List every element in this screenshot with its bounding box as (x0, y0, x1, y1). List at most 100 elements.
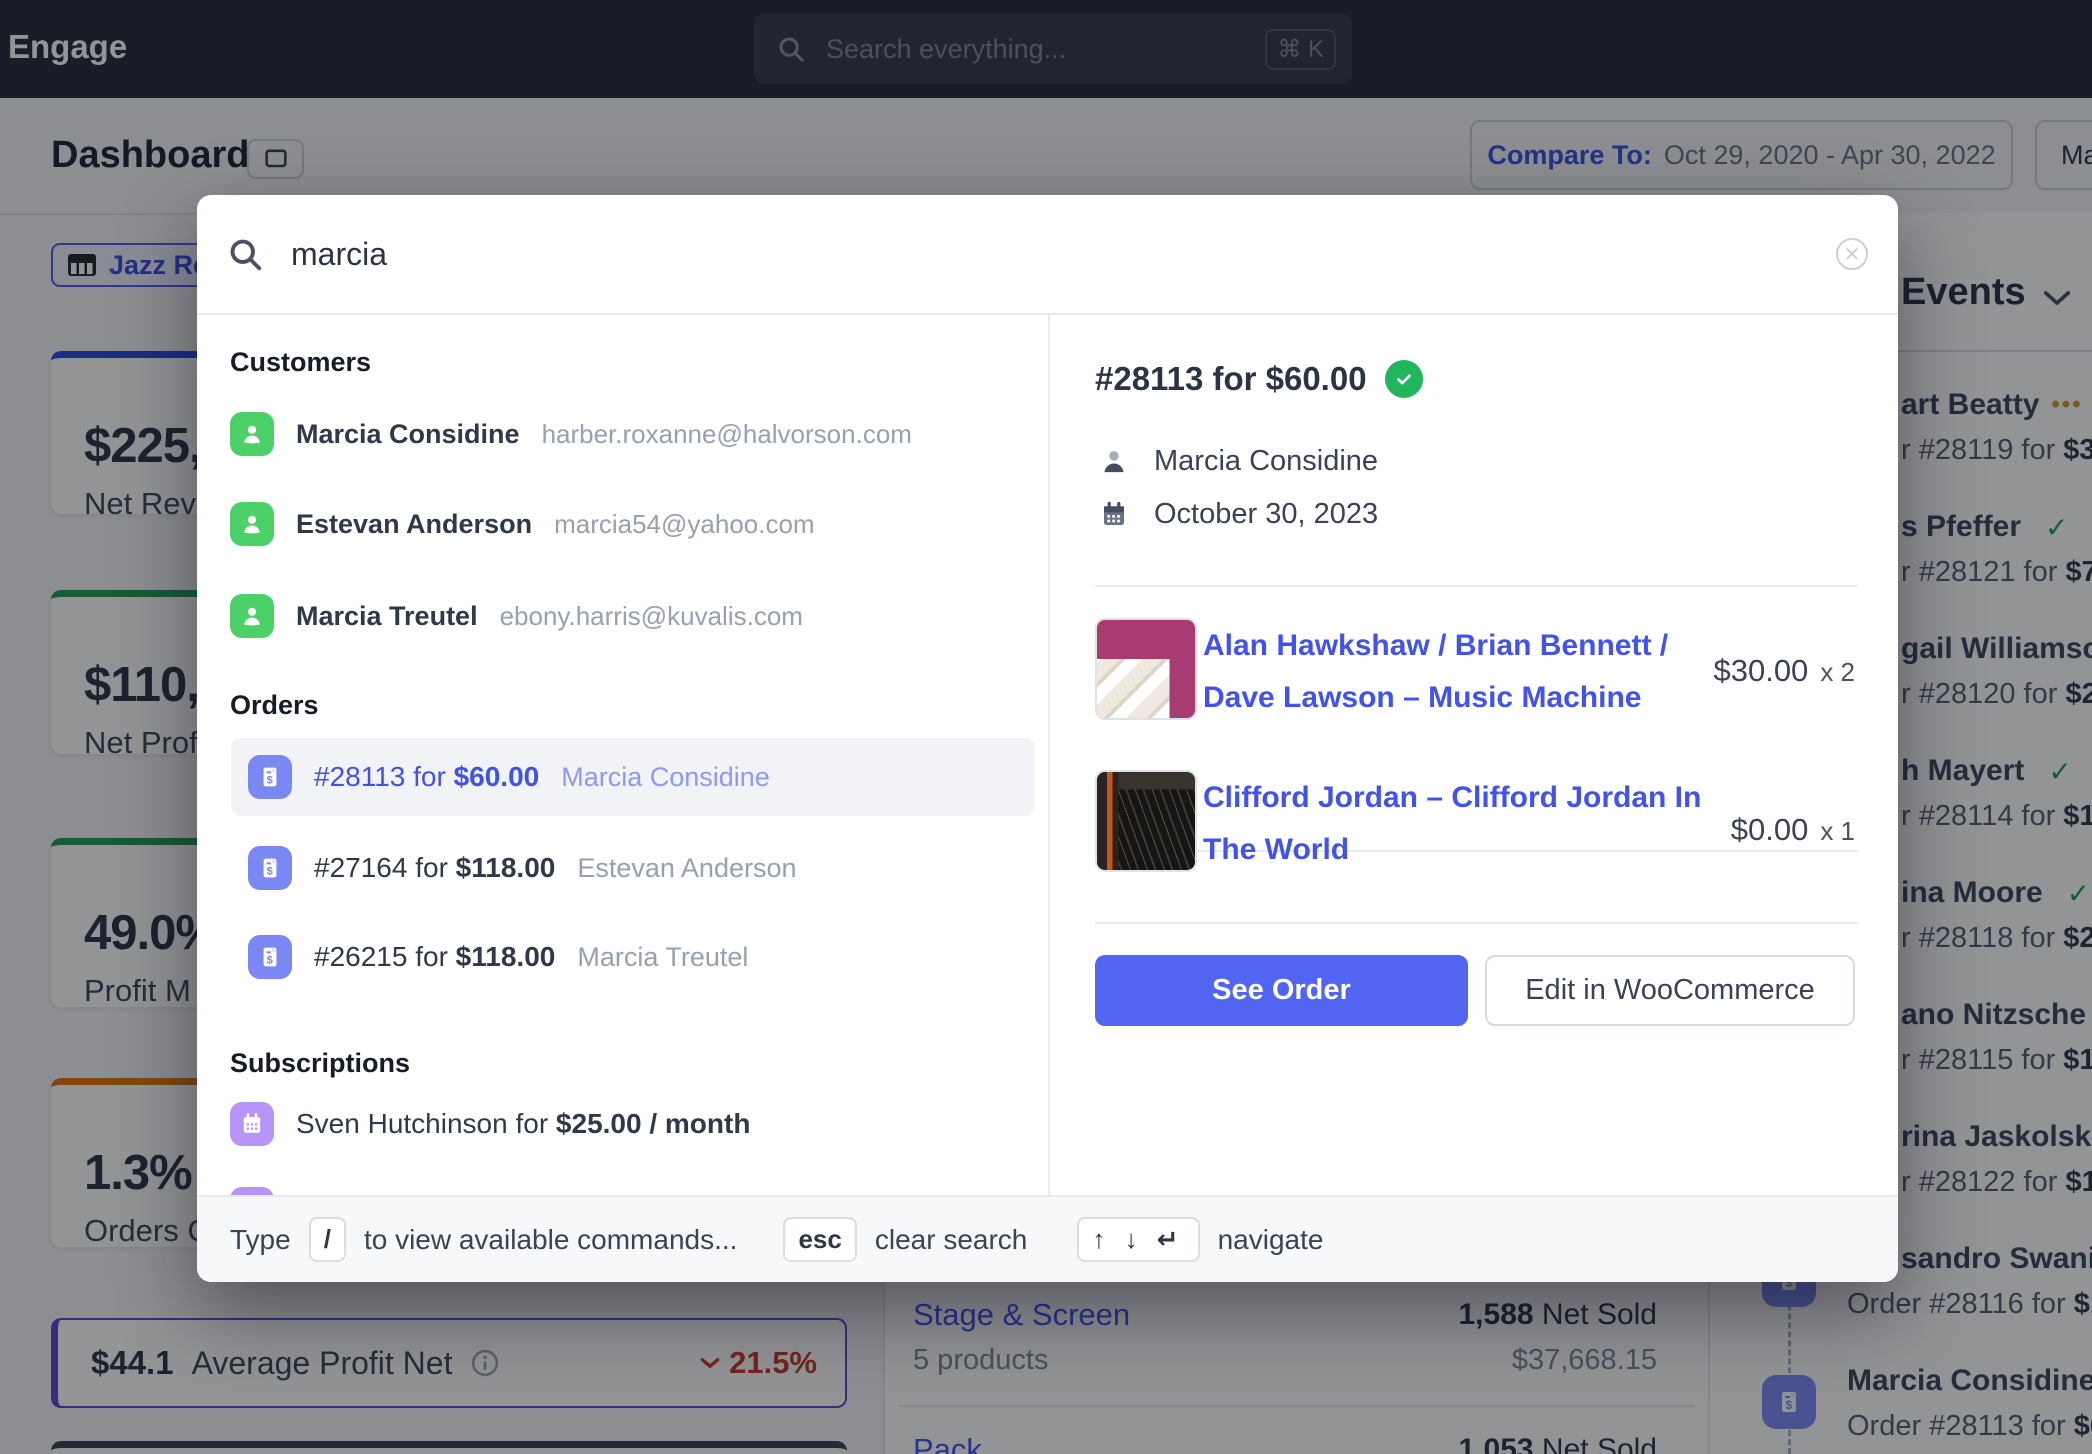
event-order-line: r #28114 for $136 (1901, 800, 2092, 832)
svg-text:$: $ (267, 865, 273, 877)
display-mode-button[interactable] (247, 139, 304, 179)
footer-type-label: Type (230, 1223, 291, 1255)
order-customer: Marcia Treutel (577, 941, 749, 972)
event-customer-name[interactable]: ano Nitzsche✓ (1901, 998, 2087, 1031)
kpi-change-value: 21.5% (729, 1345, 817, 1380)
subscription-summary: Sven Hutchinson for $25.00 / month (296, 1108, 751, 1139)
section-title-orders: Orders (230, 690, 319, 720)
top-bar: Engage ⌘ K (0, 0, 2092, 98)
order-result-row[interactable]: $ #27164 for $118.00 Estevan Anderson (231, 829, 1035, 907)
modal-footer: Type / to view available commands... esc… (197, 1195, 1898, 1282)
order-detail-title: #28113 for $60.00 (1095, 360, 1423, 398)
subscription-result-row[interactable]: Sven Hutchinson for $25.00 / month (230, 1100, 750, 1148)
customer-icon (230, 502, 274, 546)
clear-search-icon[interactable]: ✕ (1836, 238, 1868, 270)
order-result-row-selected[interactable]: $ #28113 for $60.00 Marcia Considine (231, 738, 1035, 816)
compare-label: Compare To: (1487, 139, 1652, 170)
brand-title: Engage (8, 28, 128, 65)
kpi-change-badge: 21.5% (699, 1320, 817, 1406)
piano-icon (67, 252, 97, 278)
kpi-label: Average Profit Net (191, 1344, 453, 1381)
edit-in-woocommerce-button[interactable]: Edit in WooCommerce (1485, 955, 1855, 1026)
order-id: #26215 for $118.00 (314, 941, 556, 972)
info-icon[interactable] (470, 1348, 500, 1378)
event-customer-name[interactable]: rina Jaskolski• (1901, 1120, 2092, 1153)
monitor-icon (262, 145, 290, 173)
svg-text:$: $ (267, 954, 273, 966)
event-order-line: r #28118 for $25. (1901, 922, 2092, 954)
category-link[interactable]: Pack (913, 1432, 982, 1454)
event-customer-name[interactable]: ina Moore ✓ (1901, 876, 2091, 909)
stat-label: Net Rev (84, 486, 196, 521)
event-order-line: r #28119 for $35. (1901, 434, 2092, 466)
detail-order-date: October 30, 2023 (1154, 498, 1379, 530)
stat-value: $225, (84, 419, 203, 473)
month-label: May (2061, 139, 2092, 170)
global-search[interactable]: ⌘ K (754, 14, 1352, 84)
chevron-down-icon[interactable] (2042, 289, 2072, 312)
event-customer-name[interactable]: gail Williamson (1901, 632, 2092, 665)
customer-result-row[interactable]: Marcia Considine harber.roxanne@halvorso… (230, 410, 912, 458)
page-title: Dashboard (51, 134, 250, 176)
section-title-customers: Customers (230, 347, 372, 377)
order-customer: Estevan Anderson (577, 852, 797, 883)
stat-value: 49.0% (84, 906, 219, 960)
footer-commands-hint: to view available commands... (363, 1223, 738, 1255)
detail-divider (1095, 850, 1858, 852)
events-panel-title: Events (1901, 271, 2026, 313)
stat-label: Orders C (84, 1213, 210, 1248)
month-select-button[interactable]: May (2035, 120, 2092, 190)
footer-esc-hint: clear search (874, 1223, 1028, 1255)
detail-date-row: October 30, 2023 (1098, 498, 1378, 531)
line-item-price: $30.00 x 2 (1713, 653, 1855, 688)
check-icon: ✓ (2066, 877, 2091, 909)
search-icon (227, 236, 263, 272)
product-link[interactable]: Clifford Jordan – Clifford Jordan In The… (1203, 781, 1702, 866)
global-search-input[interactable] (824, 32, 1266, 66)
stat-card-partial (51, 1441, 847, 1454)
stat-value: 1.3% (84, 1146, 193, 1200)
customer-result-row[interactable]: Estevan Anderson marcia54@yahoo.com (230, 500, 815, 548)
genre-chip-label: Jazz Re (109, 249, 209, 280)
detail-customer-row: Marcia Considine (1098, 445, 1378, 478)
event-order-line: r #28115 for $148 (1901, 1044, 2092, 1076)
customer-email: marcia54@yahoo.com (554, 508, 815, 539)
customer-icon (230, 594, 274, 638)
search-icon (776, 34, 806, 64)
stat-label: Net Prof (84, 725, 198, 760)
category-link[interactable]: Stage & Screen (913, 1297, 1131, 1332)
svg-text:$: $ (267, 774, 273, 786)
customer-name: Marcia Considine (296, 418, 520, 449)
event-customer-name[interactable]: art Beatty ••• (1901, 388, 2083, 421)
slash-key: / (308, 1217, 346, 1262)
compare-to-button[interactable]: Compare To: Oct 29, 2020 - Apr 30, 2022 (1470, 120, 2013, 190)
check-icon: ✓ (2045, 511, 2069, 543)
order-receipt-icon: $ (248, 935, 292, 979)
check-icon: ✓ (2048, 755, 2072, 787)
product-link[interactable]: Alan Hawkshaw / Brian Bennett / Dave Law… (1203, 629, 1669, 714)
order-customer: Marcia Considine (561, 761, 770, 792)
category-net-sold: 1,588 Net Sold (1458, 1298, 1658, 1331)
event-customer-name[interactable]: Marcia Considine✓ (1847, 1364, 2092, 1397)
subscription-calendar-icon (230, 1102, 274, 1146)
order-receipt-icon: $ (248, 846, 292, 890)
event-customer-name[interactable]: s Pfeffer ✓ (1901, 510, 2069, 543)
modal-column-divider (1048, 315, 1050, 1195)
event-customer-name[interactable]: sandro Swaniaw (1901, 1242, 2092, 1275)
stat-label: Profit M (84, 973, 191, 1008)
modal-search-row: ✕ (197, 195, 1898, 315)
table-row-divider (899, 1405, 1694, 1407)
event-order-line: r #28122 for $175 (1901, 1166, 2092, 1198)
modal-search-input[interactable] (289, 234, 1816, 274)
see-order-button[interactable]: See Order (1095, 955, 1468, 1026)
events-divider (1732, 350, 2092, 352)
order-result-row[interactable]: $ #26215 for $118.00 Marcia Treutel (231, 918, 1035, 996)
order-id: #27164 for $118.00 (314, 852, 556, 883)
svg-text:$: $ (1785, 1398, 1792, 1412)
order-status-check-icon (1384, 360, 1423, 398)
event-customer-name[interactable]: h Mayert ✓ (1901, 754, 2072, 787)
category-amount: $37,668.15 (1511, 1344, 1657, 1376)
event-order-line: Order #28116 for $186 (1847, 1288, 2092, 1320)
customer-result-row[interactable]: Marcia Treutel ebony.harris@kuvalis.com (230, 592, 803, 640)
search-modal: ✕ Customers Marcia Considine harber.roxa… (197, 195, 1898, 1282)
